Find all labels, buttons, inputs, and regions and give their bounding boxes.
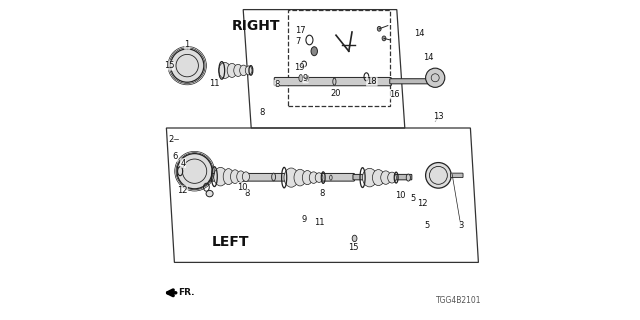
Ellipse shape xyxy=(245,66,252,75)
Text: 17: 17 xyxy=(296,26,306,35)
Text: LEFT: LEFT xyxy=(212,235,249,249)
Text: 5: 5 xyxy=(410,194,415,203)
FancyBboxPatch shape xyxy=(186,173,355,181)
Ellipse shape xyxy=(230,170,239,184)
Text: 7: 7 xyxy=(296,37,301,46)
Circle shape xyxy=(426,68,445,87)
Ellipse shape xyxy=(372,170,385,186)
Text: 6: 6 xyxy=(173,152,178,161)
Ellipse shape xyxy=(311,47,317,56)
Ellipse shape xyxy=(227,63,237,77)
Ellipse shape xyxy=(294,169,306,186)
Circle shape xyxy=(426,163,451,188)
Ellipse shape xyxy=(237,171,245,182)
FancyBboxPatch shape xyxy=(353,174,412,180)
Ellipse shape xyxy=(333,78,336,85)
Ellipse shape xyxy=(306,75,309,82)
Text: 10: 10 xyxy=(237,183,248,192)
Ellipse shape xyxy=(362,168,377,187)
Text: RIGHT: RIGHT xyxy=(232,19,280,33)
Circle shape xyxy=(170,49,204,82)
Text: 16: 16 xyxy=(389,90,399,99)
Text: 8: 8 xyxy=(244,189,250,198)
Text: 11: 11 xyxy=(314,218,324,227)
Text: 13: 13 xyxy=(433,112,444,121)
Text: 14: 14 xyxy=(414,29,424,38)
FancyBboxPatch shape xyxy=(275,77,392,86)
Text: 14: 14 xyxy=(423,53,433,62)
Text: 15: 15 xyxy=(164,61,174,70)
Ellipse shape xyxy=(299,75,303,82)
Text: 4: 4 xyxy=(180,159,186,168)
Text: 20: 20 xyxy=(330,89,340,98)
Text: 12: 12 xyxy=(417,199,428,208)
Text: 3: 3 xyxy=(458,221,463,230)
Text: 2: 2 xyxy=(168,135,174,144)
Ellipse shape xyxy=(381,171,391,184)
Ellipse shape xyxy=(406,174,410,181)
Text: 19: 19 xyxy=(294,63,305,72)
FancyBboxPatch shape xyxy=(451,173,463,178)
Ellipse shape xyxy=(206,190,213,197)
Text: 10: 10 xyxy=(395,191,405,200)
Ellipse shape xyxy=(243,172,250,181)
Ellipse shape xyxy=(382,36,386,41)
Text: 18: 18 xyxy=(367,77,377,86)
Text: 15: 15 xyxy=(348,244,359,252)
Ellipse shape xyxy=(219,62,231,78)
Text: 5: 5 xyxy=(424,221,430,230)
Text: 8: 8 xyxy=(274,80,280,89)
Ellipse shape xyxy=(352,235,357,242)
FancyBboxPatch shape xyxy=(390,79,436,84)
Ellipse shape xyxy=(330,175,332,180)
Text: 12: 12 xyxy=(177,186,188,195)
Ellipse shape xyxy=(315,173,323,182)
Text: 9: 9 xyxy=(303,74,308,83)
Ellipse shape xyxy=(223,169,234,185)
Ellipse shape xyxy=(214,167,227,186)
Circle shape xyxy=(177,154,212,189)
Ellipse shape xyxy=(234,64,243,76)
Ellipse shape xyxy=(272,173,276,181)
Ellipse shape xyxy=(372,78,376,84)
Ellipse shape xyxy=(302,171,312,185)
Ellipse shape xyxy=(309,172,318,183)
Text: FR.: FR. xyxy=(179,288,195,297)
Text: 8: 8 xyxy=(260,108,265,116)
Text: 11: 11 xyxy=(209,79,220,88)
Text: 8: 8 xyxy=(319,189,324,198)
Text: 9: 9 xyxy=(301,215,307,224)
Ellipse shape xyxy=(284,168,298,187)
Ellipse shape xyxy=(240,65,248,76)
Text: TGG4B2101: TGG4B2101 xyxy=(435,296,481,305)
Text: 1: 1 xyxy=(184,40,190,49)
Ellipse shape xyxy=(388,172,396,183)
Ellipse shape xyxy=(378,27,381,31)
